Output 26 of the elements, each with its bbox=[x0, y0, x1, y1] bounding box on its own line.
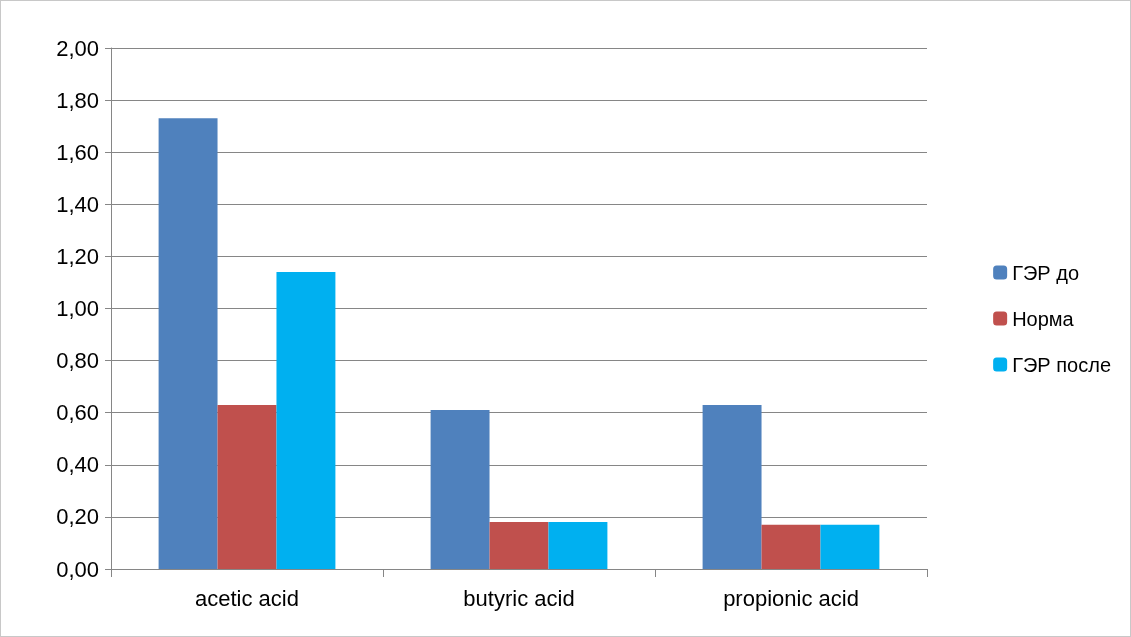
x-tick-label: acetic acid bbox=[195, 585, 299, 611]
y-tick-label: 0,80 bbox=[56, 348, 99, 374]
bar bbox=[489, 522, 549, 569]
x-tick-label: butyric acid bbox=[463, 585, 575, 611]
bar bbox=[761, 524, 821, 569]
y-tick-label: 0,00 bbox=[56, 556, 99, 582]
legend-label: ГЭР до bbox=[1012, 261, 1080, 284]
y-tick-label: 2,00 bbox=[56, 35, 99, 61]
y-tick-label: 0,20 bbox=[56, 504, 99, 530]
y-tick-label: 0,40 bbox=[56, 452, 99, 478]
bar bbox=[820, 524, 880, 569]
y-tick-label: 1,80 bbox=[56, 87, 99, 113]
y-tick-label: 1,20 bbox=[56, 243, 99, 269]
bar bbox=[158, 118, 218, 569]
y-tick-label: 0,60 bbox=[56, 400, 99, 426]
y-tick-label: 1,60 bbox=[56, 139, 99, 165]
bar bbox=[430, 410, 490, 569]
y-tick-label: 1,40 bbox=[56, 191, 99, 217]
y-tick-label: 1,00 bbox=[56, 296, 99, 321]
bar bbox=[276, 272, 336, 569]
bar bbox=[548, 522, 608, 569]
legend-label: Норма bbox=[1012, 307, 1075, 330]
bar bbox=[702, 404, 762, 569]
bar bbox=[217, 404, 277, 569]
x-tick-label: propionic acid bbox=[723, 585, 859, 611]
legend-label: ГЭР после bbox=[1012, 353, 1112, 376]
